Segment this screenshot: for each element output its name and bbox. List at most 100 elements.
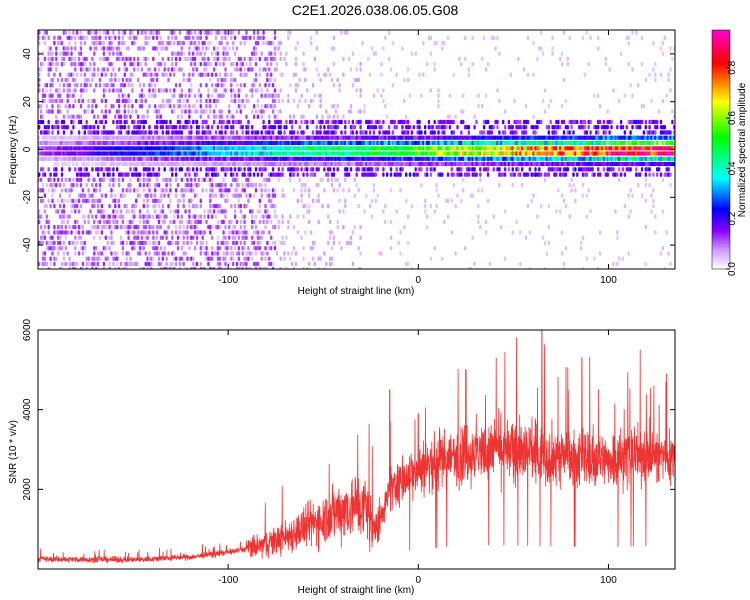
heatmap-cell xyxy=(296,40,299,46)
heatmap-cell xyxy=(55,182,58,188)
heatmap-cell xyxy=(123,67,126,72)
heatmap-cell xyxy=(159,193,163,198)
heatmap-cell xyxy=(534,130,537,135)
heatmap-cell xyxy=(150,224,153,230)
heatmap-cell xyxy=(218,61,221,67)
heatmap-cell xyxy=(83,35,86,41)
heatmap-cell xyxy=(270,235,273,240)
heatmap-cell xyxy=(226,135,229,140)
heatmap-cell xyxy=(112,261,115,267)
heatmap-cell xyxy=(152,140,155,146)
heatmap-cell xyxy=(222,161,225,167)
heatmap-cell xyxy=(45,219,48,225)
heatmap-cell xyxy=(336,188,339,193)
heatmap-cell xyxy=(264,140,267,146)
heatmap-cell xyxy=(311,151,315,156)
heatmap-cell xyxy=(302,130,305,135)
heatmap-cell xyxy=(581,193,585,198)
heatmap-cell xyxy=(74,151,77,156)
heatmap-cell xyxy=(207,167,210,172)
heatmap-cell xyxy=(232,177,235,183)
heatmap-cell xyxy=(203,67,206,72)
heatmap-cell xyxy=(68,224,71,230)
heatmap-cell xyxy=(140,230,144,235)
heatmap-cell xyxy=(251,88,254,93)
heatmap-cell xyxy=(309,135,313,140)
heatmap-cell xyxy=(230,146,233,151)
heatmap-cell xyxy=(116,51,119,56)
heatmap-cell xyxy=(207,224,210,230)
heatmap-cell xyxy=(39,188,43,193)
heatmap-cell xyxy=(167,151,170,156)
heatmap-cell xyxy=(243,104,246,109)
heatmap-cell xyxy=(327,172,330,177)
heatmap-cell xyxy=(446,35,450,41)
heatmap-cell xyxy=(165,156,168,162)
heatmap-cell xyxy=(72,72,75,77)
heatmap-cell xyxy=(429,172,433,177)
heatmap-cell xyxy=(429,88,433,93)
heatmap-cells xyxy=(38,30,675,269)
heatmap-cell xyxy=(192,261,195,267)
heatmap-cell xyxy=(157,40,161,46)
heatmap-cell xyxy=(173,88,176,93)
heatmap-cell xyxy=(218,261,221,267)
heatmap-cell xyxy=(252,51,256,56)
heatmap-cell xyxy=(273,98,277,104)
heatmap-cell xyxy=(155,61,159,67)
heatmap-cell xyxy=(167,193,170,198)
heatmap-cell xyxy=(131,151,134,156)
heatmap-cell xyxy=(47,109,50,114)
heatmap-cell xyxy=(121,214,125,219)
heatmap-cell xyxy=(96,172,100,177)
heatmap-cell xyxy=(83,83,86,88)
heatmap-cell xyxy=(186,140,189,146)
heatmap-cell xyxy=(304,230,307,235)
heatmap-cell xyxy=(106,219,109,225)
heatmap-cell xyxy=(317,130,320,135)
heatmap-cell xyxy=(230,156,233,162)
heatmap-cell xyxy=(197,161,201,167)
heatmap-cell xyxy=(226,151,229,156)
heatmap-cell xyxy=(405,172,408,177)
heatmap-cell xyxy=(235,67,239,72)
heatmap-cell xyxy=(58,246,62,251)
heatmap-cell xyxy=(245,156,248,162)
heatmap-cell xyxy=(129,72,132,77)
heatmap-cell xyxy=(357,167,360,172)
heatmap-cell xyxy=(174,209,178,214)
heatmap-cell xyxy=(268,261,271,267)
heatmap-cell xyxy=(251,125,254,130)
heatmap-cell xyxy=(180,146,183,151)
heatmap-cell xyxy=(178,230,182,235)
heatmap-cell xyxy=(43,235,47,240)
heatmap-cell xyxy=(49,256,52,261)
heatmap-cell xyxy=(100,214,104,219)
heatmap-cell xyxy=(66,198,69,204)
heatmap-cell xyxy=(93,88,96,93)
heatmap-cell xyxy=(38,56,41,62)
heatmap-cell xyxy=(214,61,218,67)
heatmap-cell xyxy=(127,104,130,109)
heatmap-cell xyxy=(76,219,79,225)
heatmap-cell xyxy=(57,119,60,125)
heatmap-cell xyxy=(212,109,216,114)
heatmap-cell xyxy=(211,167,214,172)
heatmap-cell xyxy=(91,198,94,204)
heatmap-cell xyxy=(237,246,241,251)
heatmap-cell xyxy=(437,98,440,104)
heatmap-cell xyxy=(222,193,225,198)
heatmap-cell xyxy=(264,56,267,62)
heatmap-cell xyxy=(214,214,218,219)
heatmap-cell xyxy=(174,83,178,88)
heatmap-cell xyxy=(188,114,191,119)
heatmap-cell xyxy=(104,235,107,240)
heatmap-cell xyxy=(281,193,284,198)
heatmap-cell xyxy=(55,135,58,140)
heatmap-cell xyxy=(258,35,261,41)
heatmap-cell xyxy=(338,83,341,88)
heatmap-cell xyxy=(532,193,535,198)
heatmap-cell xyxy=(353,224,356,230)
heatmap-cell xyxy=(74,167,77,172)
heatmap-cell xyxy=(347,172,351,177)
